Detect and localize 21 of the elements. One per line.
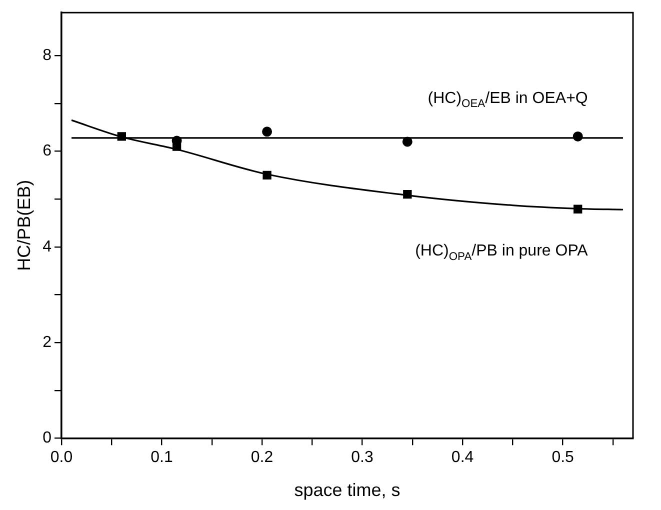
x-axis-title: space time, s xyxy=(294,480,400,500)
x-tick-label: 0.1 xyxy=(150,449,173,466)
x-tick-label: 0.5 xyxy=(552,449,574,466)
y-tick-label: 0 xyxy=(42,430,52,447)
point xyxy=(403,190,412,199)
point xyxy=(117,132,126,141)
y-tick-label: 2 xyxy=(42,334,52,351)
y-tick-label: 8 xyxy=(42,47,52,64)
x-tick-label: 0.0 xyxy=(50,449,73,466)
point xyxy=(402,136,412,147)
point xyxy=(172,142,182,151)
x-tick-label: 0.2 xyxy=(250,449,274,466)
point xyxy=(572,131,583,142)
y-axis-title: HC/PB(EB) xyxy=(14,180,34,271)
x-tick-label: 0.3 xyxy=(351,449,374,466)
point xyxy=(574,204,582,214)
y-tick-label: 6 xyxy=(42,142,52,160)
point xyxy=(262,126,272,137)
x-tick-label: 0.4 xyxy=(451,449,474,466)
point xyxy=(262,170,272,180)
y-tick-label: 4 xyxy=(42,238,52,256)
